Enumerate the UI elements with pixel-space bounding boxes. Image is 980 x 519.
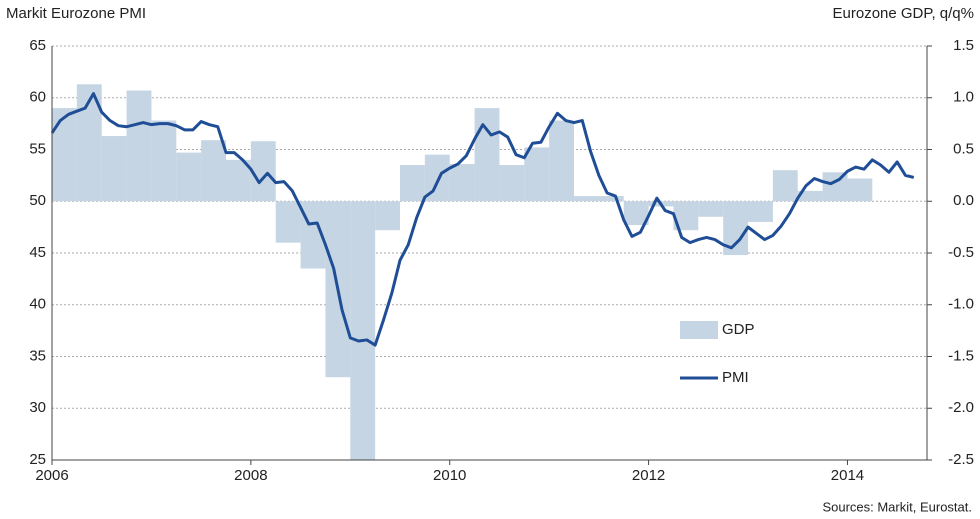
gdp-bar bbox=[375, 201, 401, 231]
x-tick-label: 2014 bbox=[831, 467, 864, 484]
gdp-bar bbox=[524, 147, 550, 202]
x-tick-label: 2010 bbox=[433, 467, 466, 484]
gdp-bar bbox=[598, 196, 624, 202]
y2-title: Eurozone GDP, q/q% bbox=[833, 5, 974, 22]
gdp-bar bbox=[250, 141, 276, 202]
x-tick-label: 2006 bbox=[35, 467, 68, 484]
gdp-bar bbox=[126, 90, 152, 202]
gdp-bar bbox=[549, 120, 575, 202]
gdp-bar bbox=[748, 201, 773, 222]
gdp-bar bbox=[499, 165, 525, 202]
y-tick-label: 30 bbox=[29, 399, 46, 416]
gdp-bar bbox=[151, 120, 177, 202]
y-tick-label: 60 bbox=[29, 89, 46, 106]
y2-tick-label: -1.0 bbox=[948, 296, 974, 313]
y-tick-label: 50 bbox=[29, 192, 46, 209]
y2-tick-label: 0.0 bbox=[953, 192, 974, 209]
y2-tick-label: -0.5 bbox=[948, 244, 974, 261]
gdp-bar bbox=[574, 196, 599, 202]
x-tick-label: 2008 bbox=[234, 467, 267, 484]
labels: 25 30 35 40 45 50 55 60 65 -2.5 -2.0 -1.5 -1.0 -0.5 0.… bbox=[29, 37, 974, 484]
gdp-bar bbox=[176, 152, 202, 202]
y2-tick-label: 1.5 bbox=[953, 37, 974, 54]
legend-label: PMI bbox=[722, 369, 749, 386]
gdp-bar bbox=[449, 163, 475, 202]
y2-tick-label: 1.0 bbox=[953, 89, 974, 106]
y-tick-label: 25 bbox=[29, 451, 46, 468]
gdp-bar bbox=[698, 201, 724, 217]
y2-tick-label: -1.5 bbox=[948, 347, 974, 364]
y2-tick-label: 0.5 bbox=[953, 140, 974, 157]
pmi-line bbox=[50, 92, 915, 347]
gdp-bar bbox=[797, 190, 823, 202]
gdp-bar bbox=[772, 170, 798, 202]
legend-swatch bbox=[680, 321, 718, 339]
gdp-bar bbox=[623, 201, 649, 226]
gdp-bar bbox=[847, 178, 873, 202]
gdp-bar bbox=[52, 108, 77, 202]
y2-tick-label: -2.0 bbox=[948, 399, 974, 416]
y-tick-label: 45 bbox=[29, 244, 46, 261]
lines bbox=[50, 92, 915, 347]
y-tick-label: 35 bbox=[29, 347, 46, 364]
gdp-bar bbox=[400, 165, 425, 202]
x-tick-label: 2012 bbox=[632, 467, 665, 484]
legend-label: GDP bbox=[722, 321, 755, 338]
gdp-bar bbox=[275, 201, 301, 243]
source-note: Sources: Markit, Eurostat. bbox=[822, 499, 972, 514]
y2-tick-label: -2.5 bbox=[948, 451, 974, 468]
gdp-bar bbox=[474, 108, 500, 202]
gdp-bar bbox=[350, 201, 376, 460]
chart-title: Markit Eurozone PMI bbox=[6, 5, 146, 22]
bars bbox=[52, 84, 873, 460]
y-tick-label: 65 bbox=[29, 37, 46, 54]
gdp-bar bbox=[101, 136, 127, 202]
y-tick-label: 40 bbox=[29, 296, 46, 313]
gdp-bar bbox=[201, 140, 227, 202]
y-tick-label: 55 bbox=[29, 140, 46, 157]
